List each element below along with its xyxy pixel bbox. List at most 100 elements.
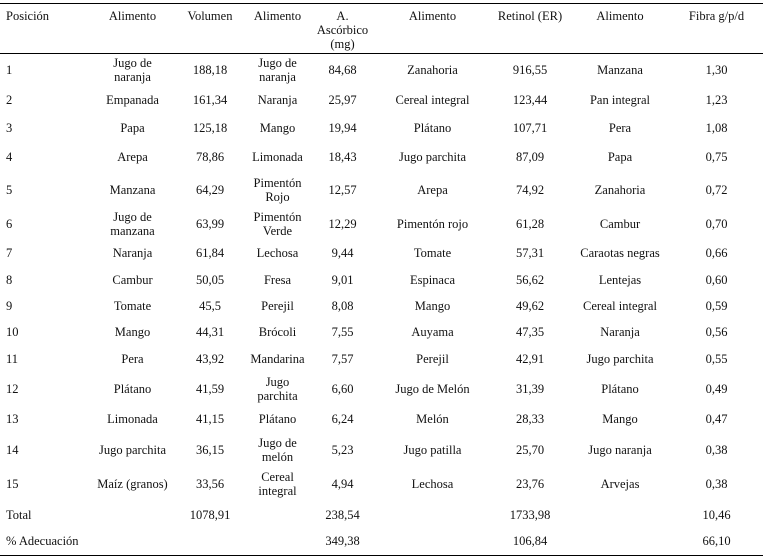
table-cell: 13 <box>6 412 19 426</box>
table-cell: 56,62 <box>515 272 545 287</box>
table-cell: Jugo de naranja <box>113 56 152 84</box>
table-cell: Papa <box>120 121 145 135</box>
table-cell: 0,59 <box>705 299 728 313</box>
table-cell: Lechosa <box>256 246 299 260</box>
table-cell: 25,70 <box>515 443 545 457</box>
table-cell: 19,94 <box>328 121 357 135</box>
table-cell: Cereal integral <box>258 470 297 498</box>
table-cell: 0,49 <box>705 382 728 396</box>
column-header: Fibra g/p/d <box>670 3 763 54</box>
table-cell: Auyama <box>411 325 454 339</box>
table-cell: Mango <box>602 412 638 426</box>
table-cell: 4,94 <box>331 477 354 491</box>
table-cell: 916,55 <box>512 63 548 77</box>
table-cell: Jugo de naranja <box>258 56 297 84</box>
table-cell: 5,23 <box>331 443 354 457</box>
table-cell: Zanahoria <box>594 183 646 197</box>
table-cell: 9 <box>6 299 13 313</box>
table-cell: 1,08 <box>705 121 728 135</box>
table-cell: Zanahoria <box>407 63 458 77</box>
table-cell: 6,60 <box>331 382 354 396</box>
table-cell: 0,38 <box>705 443 728 457</box>
table-row: 14 Jugo parchita 36,15 Jugo de melón 5,23 Jug… <box>0 433 763 467</box>
table-cell: 28,33 <box>515 412 545 426</box>
table-cell: Naranja <box>600 325 640 339</box>
table-cell: Empanada <box>106 93 159 107</box>
table-cell: Fresa <box>263 272 292 287</box>
table-cell: Naranja <box>257 93 298 107</box>
table-row: 12 Plátano 41,59 Jugo parchita 6,60 Jugo de M… <box>0 373 763 405</box>
column-header: Alimento <box>245 3 310 54</box>
table-cell: 2 <box>6 93 13 107</box>
table-cell: Mango <box>414 299 451 313</box>
table-cell: Pera <box>608 121 632 135</box>
table-row: 1 Jugo de naranja 188,18 Jugo de naranja 84,… <box>0 54 763 87</box>
table-cell: Limonada <box>252 150 303 164</box>
table-cell: Plátano <box>258 412 297 426</box>
table-cell: 5 <box>6 183 13 197</box>
table-cell: Manzana <box>597 63 643 77</box>
table-cell: 31,39 <box>515 382 545 396</box>
table-cell: Jugo parchita <box>586 352 654 366</box>
summary-cell: 10,46 <box>702 507 731 522</box>
table-cell: 0,47 <box>705 412 728 426</box>
table-cell: 6,24 <box>331 412 354 426</box>
table-cell: Lentejas <box>598 272 642 287</box>
table-cell: Espinaca <box>409 272 456 287</box>
table-row: 3 Papa 125,18 Mango 19,94 Plátano 107,71 Pera 1,… <box>0 114 763 142</box>
table-cell: Maíz (granos) <box>97 477 168 491</box>
table-cell: Arepa <box>117 150 148 164</box>
table-cell: 123,44 <box>512 93 548 107</box>
table-cell: 8,08 <box>331 299 354 313</box>
table-cell: 15 <box>6 477 19 491</box>
table-cell: Jugo de melón <box>258 436 297 464</box>
table-row: 13 Limonada 41,15 Plátano 6,24 Melón 28,33 Mang… <box>0 405 763 433</box>
table-cell: 0,75 <box>705 150 728 164</box>
table-cell: 47,35 <box>515 325 545 339</box>
table-cell: 57,31 <box>515 246 545 260</box>
table-cell: 0,55 <box>705 352 728 366</box>
column-header: Alimento <box>375 3 490 54</box>
table-cell: 3 <box>6 121 13 135</box>
header-row: Posición Alimento Volumen Alimento A. Ascórb… <box>0 3 763 54</box>
summary-cell: 1078,91 <box>189 507 231 522</box>
table-cell: 11 <box>6 352 19 366</box>
column-header: Posición <box>0 3 90 54</box>
table-cell: 42,91 <box>515 352 545 366</box>
summary-cell: 238,54 <box>325 507 360 522</box>
empty-cell <box>90 501 175 528</box>
table-cell: 0,66 <box>705 246 728 260</box>
table-cell: 74,92 <box>515 183 545 197</box>
column-header: Volumen <box>175 3 245 54</box>
table-cell: 12 <box>6 382 19 396</box>
table-cell: Jugo parchita <box>99 443 166 457</box>
table-cell: Cambur <box>112 272 153 287</box>
table-cell: 7,57 <box>331 352 354 366</box>
table-cell: Mango <box>259 121 296 135</box>
table-cell: 9,44 <box>331 246 354 260</box>
table-cell: 7 <box>6 246 13 260</box>
table-cell: 12,57 <box>328 183 357 197</box>
table-row: 4 Arepa 78,86 Limonada 18,43 Jugo parchita 87,… <box>0 142 763 172</box>
table-cell: Jugo parchita <box>399 150 466 164</box>
table-cell: Tomate <box>113 299 152 313</box>
table-row: 5 Manzana 64,29 Pimentón Rojo 12,57 Arepa 74,9… <box>0 172 763 208</box>
table-cell: 43,92 <box>195 352 225 366</box>
empty-cell <box>375 501 490 528</box>
table-cell: Mango <box>114 325 151 339</box>
table-cell: 7,55 <box>331 325 354 339</box>
table-cell: 9,01 <box>331 272 354 287</box>
table-cell: 1,30 <box>705 63 728 77</box>
table-cell: Arvejas <box>600 477 640 491</box>
table-cell: Perejil <box>416 352 449 366</box>
table-cell: Pera <box>121 352 144 366</box>
table-cell: Perejil <box>261 299 294 313</box>
table-cell: 0,56 <box>705 325 728 339</box>
table-cell: 12,29 <box>328 217 357 231</box>
column-header: Retinol (ER) <box>490 3 570 54</box>
total-row: Total 1078,91 238,54 1733,98 10,46 <box>0 501 763 528</box>
summary-cell: 1733,98 <box>509 507 551 522</box>
table-cell: 63,99 <box>195 217 225 231</box>
table-cell: 50,05 <box>195 272 225 287</box>
table-cell: 107,71 <box>512 121 548 135</box>
